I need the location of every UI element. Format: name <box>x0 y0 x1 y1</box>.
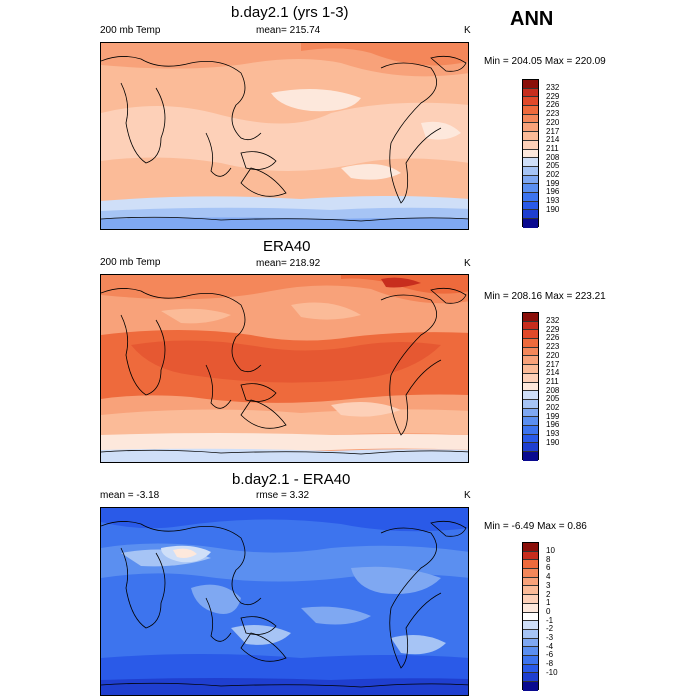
colorbar-tick: 4 <box>546 572 551 581</box>
colorbar-tick: 229 <box>546 92 560 101</box>
colorbar-tick: 202 <box>546 170 560 179</box>
colorbar-tick: 1 <box>546 598 551 607</box>
colorbar-tick: 205 <box>546 161 560 170</box>
colorbar-tick: 220 <box>546 351 560 360</box>
minmax-label: Min = 204.05 Max = 220.09 <box>484 56 606 67</box>
colorbar-tick: 211 <box>546 144 559 153</box>
colorbar-tick: 208 <box>546 386 560 395</box>
colorbar-tick: 232 <box>546 316 560 325</box>
units-label: K <box>464 25 471 36</box>
colorbar-model <box>522 79 539 228</box>
colorbar-tick: 214 <box>546 135 560 144</box>
colorbar-tick: 226 <box>546 333 560 342</box>
map-obs <box>100 274 469 463</box>
mean-label: mean = -3.18 <box>100 490 160 501</box>
colorbar-tick: -6 <box>546 650 554 659</box>
colorbar-tick: 196 <box>546 420 560 429</box>
map-diff <box>100 507 469 696</box>
colorbar-tick: 214 <box>546 368 560 377</box>
panel-title: b.day2.1 (yrs 1-3) <box>231 4 349 21</box>
variable-label: 200 mb Temp <box>100 257 161 268</box>
colorbar-tick: 211 <box>546 377 559 386</box>
colorbar-obs <box>522 312 539 461</box>
map-model <box>100 42 469 230</box>
colorbar-tick: 6 <box>546 563 551 572</box>
panel-title: b.day2.1 - ERA40 <box>232 471 351 488</box>
colorbar-tick: 229 <box>546 325 560 334</box>
variable-label: 200 mb Temp <box>100 25 161 36</box>
mean-label: mean= 218.92 <box>256 258 321 269</box>
colorbar-tick: 199 <box>546 412 560 421</box>
coastlines <box>101 287 468 455</box>
colorbar-tick: 193 <box>546 429 560 438</box>
rmse-label: rmse = 3.32 <box>256 490 310 501</box>
colorbar-tick: 232 <box>546 83 560 92</box>
colorbar-tick: 3 <box>546 581 551 590</box>
units-label: K <box>464 258 471 269</box>
colorbar-tick: 8 <box>546 555 551 564</box>
colorbar-tick: 10 <box>546 546 555 555</box>
mean-label: mean= 215.74 <box>256 25 321 36</box>
units-label: K <box>464 490 471 501</box>
season-label: ANN <box>510 8 554 30</box>
colorbar-tick: 220 <box>546 118 560 127</box>
colorbar-diff <box>522 542 539 691</box>
colorbar-tick: 190 <box>546 205 560 214</box>
colorbar-tick: -3 <box>546 633 554 642</box>
colorbar-tick: 196 <box>546 187 560 196</box>
colorbar-tick: -10 <box>546 668 558 677</box>
colorbar-tick: 2 <box>546 590 551 599</box>
colorbar-tick: 223 <box>546 342 560 351</box>
colorbar-tick: 199 <box>546 179 560 188</box>
colorbar-tick: 202 <box>546 403 560 412</box>
colorbar-tick: 193 <box>546 196 560 205</box>
minmax-label: Min = -6.49 Max = 0.86 <box>484 521 587 532</box>
colorbar-tick: -1 <box>546 616 554 625</box>
colorbar-tick: 0 <box>546 607 551 616</box>
colorbar-tick: 217 <box>546 360 560 369</box>
colorbar-tick: 208 <box>546 153 560 162</box>
minmax-label: Min = 208.16 Max = 223.21 <box>484 291 606 302</box>
colorbar-tick: -4 <box>546 642 554 651</box>
colorbar-tick: -8 <box>546 659 554 668</box>
colorbar-tick: -2 <box>546 624 554 633</box>
colorbar-tick: 223 <box>546 109 560 118</box>
colorbar-tick: 226 <box>546 100 560 109</box>
colorbar-tick: 205 <box>546 394 560 403</box>
panel-title: ERA40 <box>263 238 311 255</box>
coastlines <box>101 55 468 222</box>
colorbar-tick: 190 <box>546 438 560 447</box>
coastlines <box>101 520 468 688</box>
colorbar-tick: 217 <box>546 127 560 136</box>
